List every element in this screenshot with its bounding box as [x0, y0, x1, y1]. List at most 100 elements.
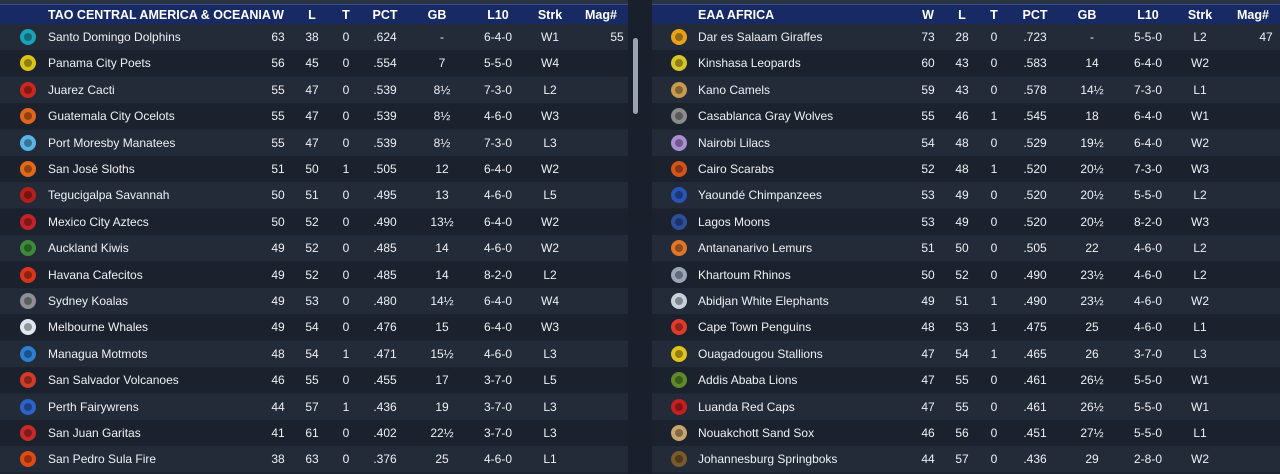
team-name[interactable]: Mexico City Aztecs: [48, 214, 149, 229]
team-name[interactable]: Tegucigalpa Savannah: [48, 188, 170, 203]
table-row[interactable]: Cairo Scarabs 52 48 1 .520 20½ 7-3-0 W3: [652, 156, 1280, 182]
team-name[interactable]: Havana Cafecitos: [48, 267, 143, 282]
team-name[interactable]: San Juan Garitas: [48, 426, 141, 440]
team-name[interactable]: Luanda Red Caps: [698, 399, 795, 414]
table-row[interactable]: Casablanca Gray Wolves 55 46 1 .545 18 6-4-0 W1: [652, 103, 1280, 130]
col-header-pct[interactable]: PCT: [1022, 8, 1048, 22]
team-logo-icon: [18, 265, 38, 285]
team-name[interactable]: Dar es Salaam Giraffes: [698, 30, 823, 44]
table-row[interactable]: San Salvador Volcanoes 46 55 0 .455 17 3-7-0 L5: [0, 367, 628, 394]
table-row[interactable]: Panama City Poets 56 45 0 .554 7 5-5-0 W4: [0, 50, 628, 77]
cell-strk: L2: [1193, 241, 1207, 256]
table-row[interactable]: Melbourne Whales 49 54 0 .476 15 6-4-0 W3: [0, 314, 628, 341]
cell-strk: W1: [1191, 399, 1209, 414]
col-header-t[interactable]: T: [990, 8, 998, 22]
team-name[interactable]: Johannesburg Springboks: [698, 452, 838, 467]
table-row[interactable]: Sydney Koalas 49 53 0 .480 14½ 6-4-0 W4: [0, 288, 628, 314]
col-header-l10[interactable]: L10: [487, 8, 509, 22]
team-name[interactable]: Nouakchott Sand Sox: [698, 426, 815, 440]
col-header-strk[interactable]: Strk: [1187, 8, 1213, 22]
table-row[interactable]: Port Moresby Manatees 55 47 0 .539 8½ 7-3-0 L3: [0, 129, 628, 156]
team-name[interactable]: Guatemala City Ocelots: [48, 109, 175, 124]
col-header-l[interactable]: L: [958, 8, 966, 22]
col-header-mag[interactable]: Mag#: [585, 8, 617, 22]
table-row[interactable]: Managua Motmots 48 54 1 .471 15½ 4-6-0 L3: [0, 340, 628, 367]
team-name[interactable]: Panama City Poets: [48, 56, 151, 71]
cell-mag: 47: [1259, 30, 1273, 44]
table-row[interactable]: Lagos Moons 53 49 0 .520 20½ 8-2-0 W3: [652, 208, 1280, 235]
team-name[interactable]: San Salvador Volcanoes: [48, 373, 179, 388]
cell-strk: W2: [1191, 56, 1209, 71]
table-row[interactable]: Guatemala City Ocelots 55 47 0 .539 8½ 4-6-0 W3: [0, 103, 628, 130]
team-name[interactable]: Lagos Moons: [698, 214, 771, 229]
team-name[interactable]: Managua Motmots: [48, 346, 148, 361]
table-row[interactable]: Johannesburg Springboks 44 57 0 .436 29 2-8-0 W…: [652, 446, 1280, 473]
col-header-strk[interactable]: Strk: [537, 8, 563, 22]
panel-divider: [628, 0, 652, 474]
team-name[interactable]: Nairobi Lilacs: [698, 135, 771, 150]
table-row[interactable]: Abidjan White Elephants 49 51 1 .490 23½ 4-6-0…: [652, 288, 1280, 314]
team-name[interactable]: Yaoundé Chimpanzees: [698, 188, 822, 203]
team-logo-icon: [669, 27, 689, 47]
col-header-mag[interactable]: Mag#: [1237, 8, 1269, 22]
team-name[interactable]: Melbourne Whales: [48, 320, 149, 335]
team-name[interactable]: Sydney Koalas: [48, 294, 129, 308]
team-name[interactable]: Perth Fairywrens: [48, 399, 139, 414]
col-header-t[interactable]: T: [342, 8, 350, 22]
division-title[interactable]: TAO CENTRAL AMERICA & OCEANIA: [48, 8, 271, 22]
table-row[interactable]: Mexico City Aztecs 50 52 0 .490 13½ 6-4-0 W2: [0, 208, 628, 235]
table-row[interactable]: Antananarivo Lemurs 51 50 0 .505 22 4-6-0 L2: [652, 235, 1280, 262]
team-name[interactable]: Auckland Kiwis: [48, 241, 129, 256]
table-row[interactable]: San José Sloths 51 50 1 .505 12 6-4-0 W2: [0, 156, 628, 182]
team-name[interactable]: Ouagadougou Stallions: [698, 346, 823, 361]
col-header-gb[interactable]: GB: [427, 8, 447, 22]
scrollbar-thumb[interactable]: [633, 38, 638, 114]
division-title[interactable]: EAA AFRICA: [698, 8, 775, 22]
table-row[interactable]: Yaoundé Chimpanzees 53 49 0 .520 20½ 5-5-0 L2: [652, 182, 1280, 209]
team-name[interactable]: Port Moresby Manatees: [48, 135, 176, 150]
cell-l: 47: [305, 82, 319, 97]
col-header-l[interactable]: L: [308, 8, 316, 22]
table-row[interactable]: Kinshasa Leopards 60 43 0 .583 14 6-4-0 W2: [652, 50, 1280, 77]
team-name[interactable]: Khartoum Rhinos: [698, 267, 791, 282]
table-row[interactable]: Santo Domingo Dolphins 63 38 0 .624 - 6-4-0 W1 5…: [0, 24, 628, 50]
team-name[interactable]: San José Sloths: [48, 162, 135, 176]
cell-l10: 2-8-0: [1133, 452, 1162, 467]
cell-pct: .476: [373, 320, 397, 335]
col-header-gb[interactable]: GB: [1077, 8, 1097, 22]
table-row[interactable]: Cape Town Penguins 48 53 1 .475 25 4-6-0 L1: [652, 314, 1280, 341]
table-row[interactable]: Ouagadougou Stallions 47 54 1 .465 26 3-7-0 L3: [652, 340, 1280, 367]
team-name[interactable]: Abidjan White Elephants: [698, 294, 829, 308]
cell-pct: .520: [1023, 214, 1047, 229]
cell-gb: 25: [1085, 320, 1099, 335]
col-header-l10[interactable]: L10: [1137, 8, 1159, 22]
table-row[interactable]: Juarez Cacti 55 47 0 .539 8½ 7-3-0 L2: [0, 76, 628, 103]
team-name[interactable]: Juarez Cacti: [48, 82, 115, 97]
table-row[interactable]: San Juan Garitas 41 61 0 .402 22½ 3-7-0 L3: [0, 420, 628, 446]
team-name[interactable]: Kinshasa Leopards: [698, 56, 801, 71]
team-name[interactable]: Kano Camels: [698, 82, 771, 97]
table-row[interactable]: Nouakchott Sand Sox 46 56 0 .451 27½ 5-5-0 L1: [652, 420, 1280, 446]
table-row[interactable]: Luanda Red Caps 47 55 0 .461 26½ 5-5-0 W1: [652, 393, 1280, 420]
table-row[interactable]: San Pedro Sula Fire 38 63 0 .376 25 4-6-0 L1: [0, 446, 628, 473]
team-logo-icon: [18, 449, 38, 469]
col-header-w[interactable]: W: [922, 8, 934, 22]
team-name[interactable]: Antananarivo Lemurs: [698, 241, 813, 256]
table-row[interactable]: Addis Ababa Lions 47 55 0 .461 26½ 5-5-0 W1: [652, 367, 1280, 394]
table-row[interactable]: Dar es Salaam Giraffes 73 28 0 .723 - 5-5-0 L2 4…: [652, 24, 1280, 50]
table-row[interactable]: Tegucigalpa Savannah 50 51 0 .495 13 4-6-0 L5: [0, 182, 628, 209]
table-row[interactable]: Kano Camels 59 43 0 .578 14½ 7-3-0 L1: [652, 76, 1280, 103]
table-row[interactable]: Perth Fairywrens 44 57 1 .436 19 3-7-0 L3: [0, 393, 628, 420]
team-name[interactable]: Cape Town Penguins: [698, 320, 812, 335]
col-header-pct[interactable]: PCT: [372, 8, 398, 22]
team-name[interactable]: Santo Domingo Dolphins: [48, 30, 181, 44]
team-name[interactable]: Addis Ababa Lions: [698, 373, 798, 388]
table-row[interactable]: Khartoum Rhinos 50 52 0 .490 23½ 4-6-0 L2: [652, 261, 1280, 288]
team-name[interactable]: San Pedro Sula Fire: [48, 452, 157, 467]
team-name[interactable]: Casablanca Gray Wolves: [698, 109, 834, 124]
team-name[interactable]: Cairo Scarabs: [698, 162, 775, 176]
col-header-w[interactable]: W: [272, 8, 284, 22]
table-row[interactable]: Havana Cafecitos 49 52 0 .485 14 8-2-0 L2: [0, 261, 628, 288]
table-row[interactable]: Auckland Kiwis 49 52 0 .485 14 4-6-0 W2: [0, 235, 628, 262]
table-row[interactable]: Nairobi Lilacs 54 48 0 .529 19½ 6-4-0 W2: [652, 129, 1280, 156]
